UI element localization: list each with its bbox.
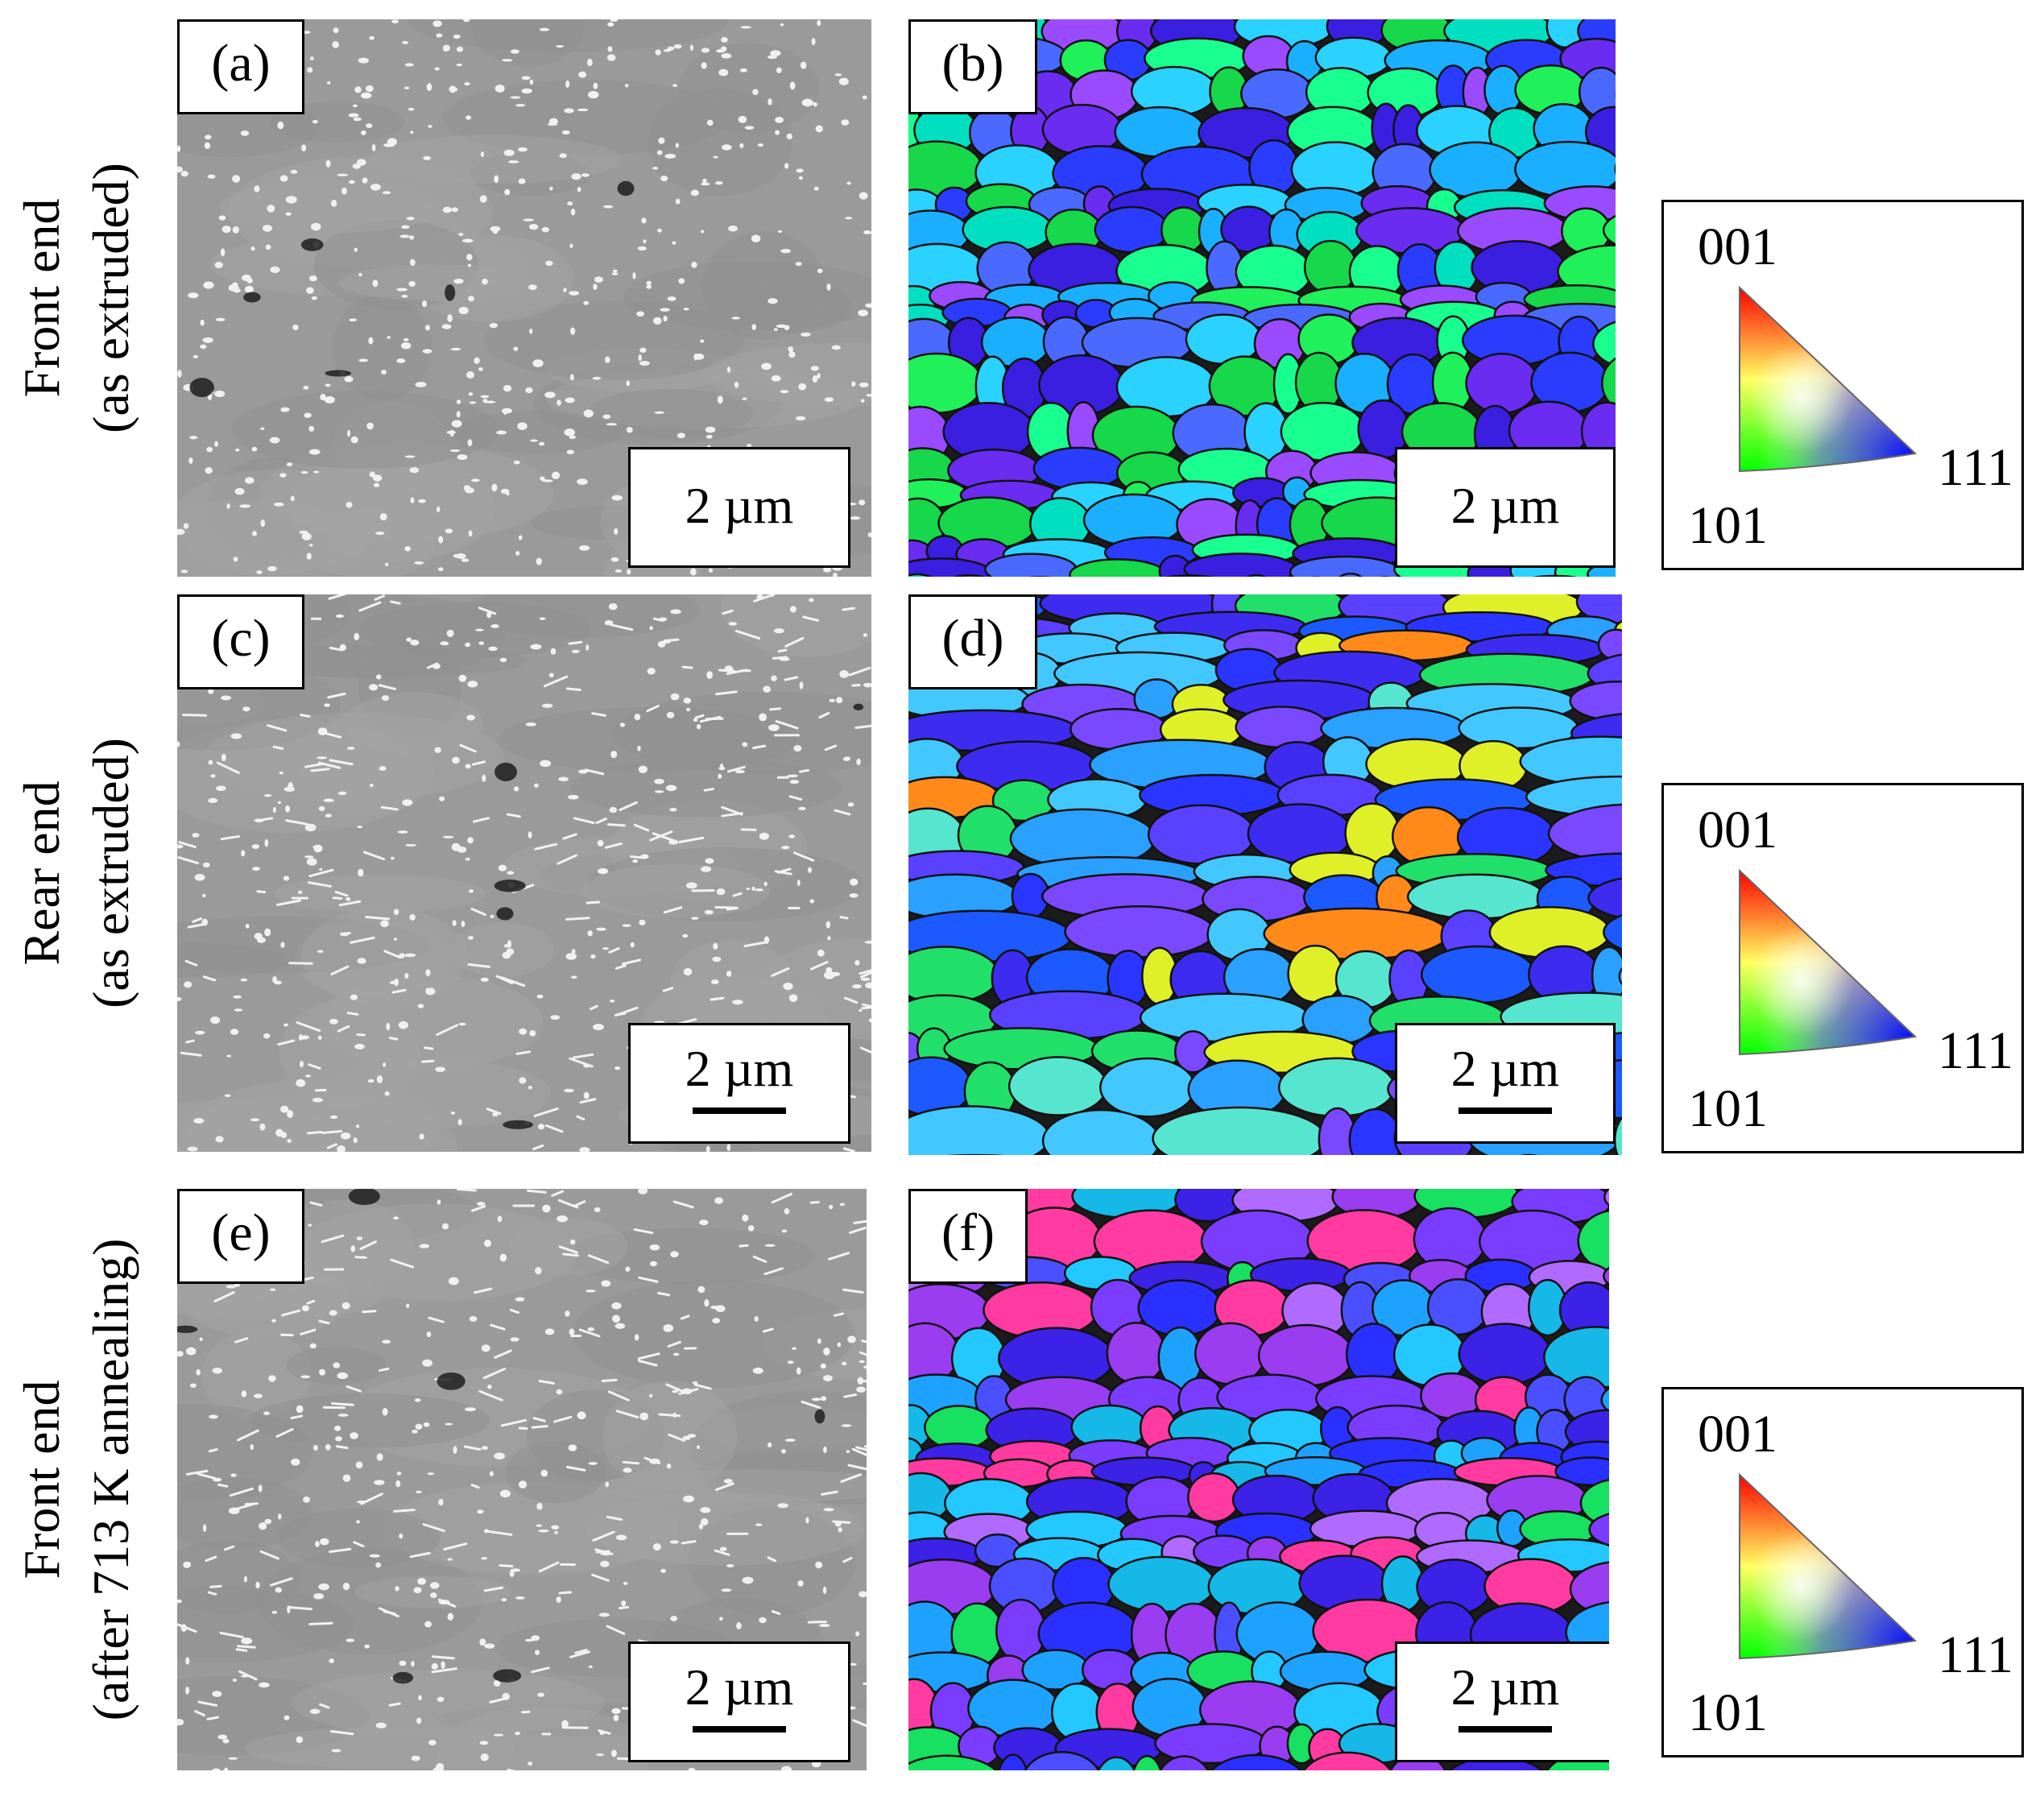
panel-label: (c) (177, 594, 304, 689)
ipf-triangle (1739, 1472, 1918, 1660)
sem-image-e: (e) 2 µm (177, 1189, 867, 1770)
ipf-corner-111: 111 (1937, 1021, 2013, 1080)
row-label-line2: (as extruded) (82, 163, 139, 433)
ipf-corner-001: 001 (1698, 217, 1777, 276)
ipf-corner-001: 001 (1698, 1405, 1777, 1463)
panel-label: (e) (177, 1189, 304, 1284)
ipf-corner-101: 101 (1688, 1079, 1768, 1138)
row-label-front-annealed: Front end (after 713 K annealing) (0, 1189, 153, 1770)
row-label-line2: (as extruded) (82, 738, 139, 1008)
scale-bar-box: 2 µm (628, 447, 850, 568)
ipf-legend: 001 111 101 (1661, 1387, 2024, 1757)
scale-bar-box: 2 µm (628, 1023, 850, 1144)
scale-bar-text: 2 µm (685, 1040, 794, 1097)
ipf-triangle (1739, 868, 1918, 1056)
scale-bar-text: 2 µm (685, 477, 794, 534)
ebsd-map-b: (b) 2 µm (908, 19, 1616, 577)
row-label-rear-as-extruded: Rear end (as extruded) (0, 594, 153, 1152)
sem-image-c: (c) 2 µm (177, 594, 871, 1152)
scale-bar-box: 2 µm (628, 1641, 850, 1762)
scale-bar-text: 2 µm (1450, 1658, 1560, 1716)
ipf-corner-111: 111 (1937, 438, 2013, 497)
panel-label: (b) (908, 19, 1037, 114)
scale-bar-text: 2 µm (1450, 1040, 1560, 1097)
ipf-corner-111: 111 (1937, 1625, 2013, 1684)
row-label-line1: Front end (13, 1380, 70, 1579)
scale-bar (1459, 1107, 1552, 1114)
scale-bar-box: 2 µm (1395, 1641, 1609, 1762)
scale-bar-box: 2 µm (1395, 1023, 1616, 1144)
sem-micrograph (177, 1189, 867, 1770)
panel-label: (a) (177, 19, 304, 114)
sem-image-a: (a) 2 µm (177, 19, 871, 577)
ipf-legend: 001 111 101 (1661, 200, 2024, 570)
ipf-corner-001: 001 (1698, 801, 1777, 859)
scale-bar (693, 1107, 786, 1114)
panel-label: (f) (908, 1189, 1028, 1284)
ipf-corner-101: 101 (1688, 1683, 1768, 1742)
scale-bar-box: 2 µm (1395, 447, 1616, 568)
row-label-line1: Rear end (13, 780, 70, 966)
scale-bar-text: 2 µm (685, 1658, 794, 1716)
ipf-corner-101: 101 (1688, 496, 1768, 555)
scale-bar (1459, 1726, 1552, 1733)
row-label-line1: Front end (13, 198, 70, 398)
panel-label: (d) (908, 594, 1037, 689)
ipf-triangle (1739, 285, 1918, 473)
scale-bar (693, 1726, 786, 1733)
row-label-front-as-extruded: Front end (as extruded) (0, 19, 153, 577)
scale-bar-text: 2 µm (1450, 477, 1560, 534)
row-label-line2: (after 713 K annealing) (82, 1238, 139, 1721)
ipf-legend: 001 111 101 (1661, 783, 2024, 1153)
ebsd-map-f: (f) 2 µm (908, 1189, 1609, 1770)
ebsd-map-d: (d) 2 µm (908, 594, 1622, 1155)
